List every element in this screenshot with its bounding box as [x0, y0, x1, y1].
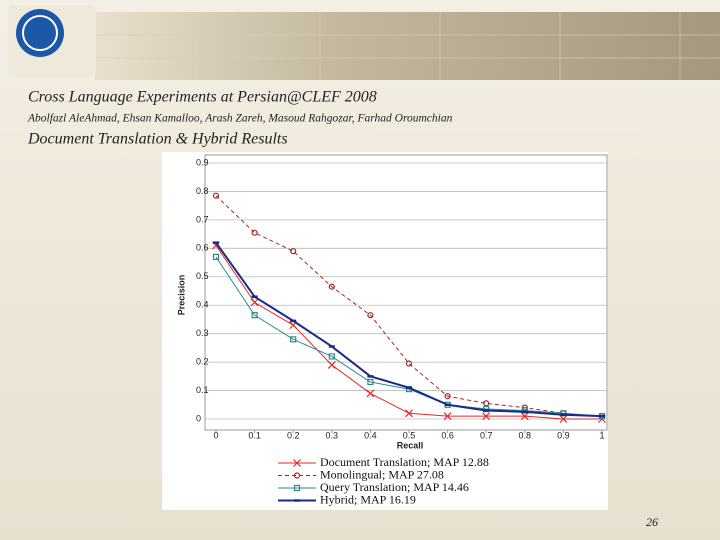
- y-tick-label: 0.4: [196, 300, 209, 310]
- marker: [483, 400, 490, 407]
- legend-marker: [293, 472, 301, 479]
- legend-label: Monolingual; MAP 27.08: [320, 467, 444, 481]
- marker: [251, 229, 258, 236]
- y-axis-label: Precision: [176, 275, 186, 316]
- y-tick-label: 0: [196, 413, 201, 423]
- legend-marker: [293, 472, 301, 479]
- map-banner: [95, 12, 720, 80]
- authors: Abolfazl AleAhmad, Ehsan Kamalloo, Arash…: [27, 113, 453, 125]
- marker: [366, 389, 375, 398]
- marker: [559, 415, 568, 423]
- series-line: [215, 195, 603, 417]
- marker: [367, 312, 374, 319]
- marker: [444, 393, 451, 400]
- y-tick-label: 0.6: [196, 243, 209, 253]
- x-tick-label: 0.4: [364, 430, 377, 440]
- x-tick-label: 0.8: [519, 430, 532, 440]
- plot-frame: [204, 154, 608, 431]
- y-tick-label: 0.7: [196, 214, 209, 224]
- marker: [405, 360, 413, 367]
- x-axis-label: Recall: [397, 440, 424, 450]
- marker: [212, 253, 220, 260]
- marker: [212, 192, 220, 199]
- marker: [328, 283, 335, 290]
- x-tick-label: 0.5: [403, 430, 416, 440]
- y-tick-label: 0.3: [196, 328, 209, 338]
- marker: [327, 361, 336, 369]
- legend-label: Hybrid; MAP 16.19: [320, 492, 416, 506]
- y-tick-label: 0.5: [196, 271, 209, 281]
- y-tick-label: 0.8: [196, 186, 209, 196]
- x-tick-label: 0.9: [557, 430, 570, 440]
- slide-title: Cross Language Experiments at Persian@CL…: [28, 89, 377, 106]
- marker: [328, 353, 335, 360]
- marker: [290, 248, 297, 255]
- marker: [250, 298, 259, 307]
- marker: [251, 312, 258, 319]
- legend-marker: [293, 484, 301, 492]
- slide-subtitle: Document Translation & Hybrid Results: [27, 131, 288, 148]
- y-tick-label: 0.2: [196, 356, 209, 366]
- series-line: [215, 256, 603, 417]
- legend-marker: [293, 459, 301, 467]
- plot: 0 0.1 0.2 0.3 0.4 0.5 0.6 0.7 0.8 0.9 0 0.1 0.2 0.3 0.…: [196, 157, 607, 506]
- legend-marker: [293, 484, 301, 492]
- legend-marker: [293, 459, 301, 467]
- y-tick-label: 0.9: [196, 157, 209, 167]
- legend-label: Document Translation; MAP 12.88: [320, 455, 489, 469]
- x-tick-label: 0.6: [441, 430, 454, 440]
- marker: [520, 412, 529, 421]
- x-tick-label: 0.2: [287, 430, 300, 440]
- x-tick-label: 0.3: [326, 430, 339, 440]
- x-tick-label: 0.7: [480, 430, 493, 440]
- banner-grid: [95, 12, 720, 80]
- x-tick-label: 0: [213, 430, 218, 440]
- marker: [405, 409, 413, 418]
- marker: [482, 412, 491, 421]
- marker: [443, 412, 452, 421]
- y-tick-label: 0.1: [196, 385, 209, 395]
- chart-area: [162, 152, 608, 510]
- marker: [367, 378, 374, 386]
- logo-ring: [22, 15, 58, 51]
- x-tick-label: 0.1: [248, 430, 261, 440]
- marker: [290, 336, 297, 343]
- page-number: 26: [646, 515, 658, 529]
- x-tick-label: 1: [599, 430, 604, 440]
- legend-label: Query Translation; MAP 14.46: [320, 480, 469, 494]
